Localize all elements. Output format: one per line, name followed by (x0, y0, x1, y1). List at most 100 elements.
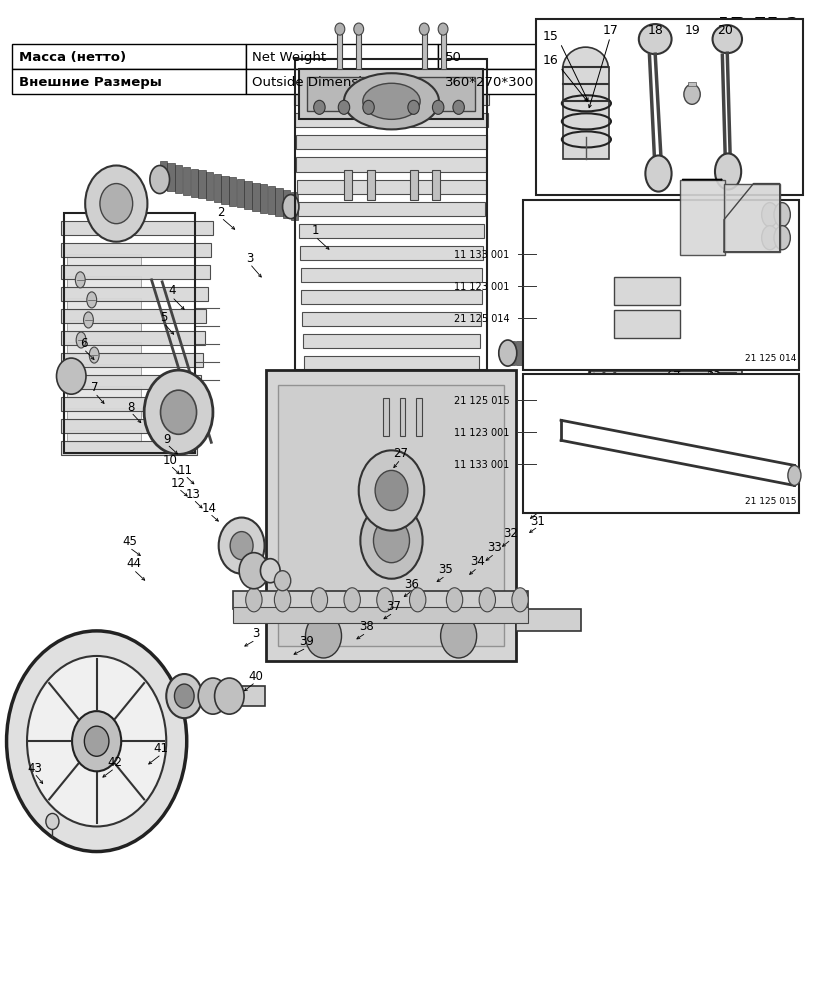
Ellipse shape (377, 588, 393, 612)
Ellipse shape (446, 588, 463, 612)
Bar (64, 213, 195, 454)
Ellipse shape (174, 684, 194, 708)
Ellipse shape (758, 387, 774, 419)
Ellipse shape (438, 24, 448, 36)
Bar (61, 376, 201, 390)
Text: Масса (нетто): Масса (нетто) (19, 51, 126, 64)
Ellipse shape (639, 25, 672, 55)
Ellipse shape (314, 101, 325, 115)
Ellipse shape (311, 588, 328, 612)
Text: 31: 31 (531, 515, 545, 527)
Bar (536, 20, 803, 195)
Bar (588, 460, 731, 474)
Bar (61, 288, 208, 302)
Bar (410, 170, 418, 200)
Text: 22: 22 (740, 381, 755, 393)
Ellipse shape (230, 532, 253, 560)
Bar (160, 162, 167, 190)
Ellipse shape (84, 726, 109, 757)
Bar (307, 78, 475, 112)
Ellipse shape (572, 433, 604, 473)
Ellipse shape (640, 224, 670, 261)
Text: 6: 6 (79, 337, 88, 349)
Text: 36: 36 (405, 578, 419, 590)
Ellipse shape (46, 814, 59, 830)
Bar (297, 180, 486, 194)
Ellipse shape (219, 518, 265, 574)
Bar (295, 60, 487, 371)
Ellipse shape (198, 678, 228, 714)
Bar (688, 83, 696, 87)
Bar (598, 337, 605, 361)
Bar (588, 482, 731, 496)
Ellipse shape (359, 451, 424, 531)
Ellipse shape (626, 206, 685, 279)
Text: 7: 7 (91, 381, 99, 393)
Text: 32: 32 (504, 527, 518, 539)
Bar (344, 170, 352, 200)
Text: 28: 28 (608, 435, 622, 447)
Bar (588, 372, 727, 386)
Text: 38: 38 (359, 620, 373, 632)
Text: 37: 37 (386, 600, 400, 612)
Text: 17: 17 (602, 24, 618, 36)
Bar (569, 70, 708, 95)
Bar (532, 341, 540, 365)
Ellipse shape (354, 24, 364, 36)
Bar (233, 591, 528, 609)
Text: 42: 42 (107, 756, 122, 768)
Text: 8: 8 (127, 401, 135, 413)
Bar (541, 340, 548, 364)
Text: 20: 20 (717, 24, 733, 36)
Text: 44: 44 (126, 557, 141, 569)
Bar (221, 176, 229, 204)
Text: 13: 13 (186, 488, 201, 500)
Bar (179, 686, 265, 706)
Bar (294, 92, 489, 106)
Bar (303, 335, 480, 349)
Text: Outside Dimensions: Outside Dimensions (252, 76, 386, 89)
Text: 3: 3 (246, 253, 254, 265)
Bar (680, 180, 725, 256)
Text: LB-75-2: LB-75-2 (717, 17, 799, 35)
Ellipse shape (713, 26, 742, 54)
Bar (569, 45, 708, 70)
Bar (61, 310, 206, 324)
Ellipse shape (441, 614, 477, 658)
Text: mm*mm*mm: mm*mm*mm (576, 76, 667, 89)
Bar (432, 170, 440, 200)
Ellipse shape (512, 588, 528, 612)
Ellipse shape (479, 588, 495, 612)
Text: 21 125 015: 21 125 015 (744, 496, 796, 505)
Bar (304, 357, 479, 371)
Bar (724, 184, 780, 253)
Ellipse shape (672, 408, 701, 458)
Ellipse shape (305, 614, 342, 658)
Bar (283, 190, 291, 218)
Text: 43: 43 (27, 762, 42, 774)
Bar (588, 350, 726, 364)
Ellipse shape (75, 273, 85, 289)
Text: 30: 30 (532, 499, 547, 511)
Bar (61, 354, 203, 368)
Bar (246, 45, 438, 70)
Bar (67, 277, 141, 289)
Text: 25: 25 (642, 377, 657, 389)
Bar (695, 419, 723, 429)
Bar (588, 438, 730, 452)
Bar (61, 398, 200, 412)
Bar (523, 200, 799, 371)
Ellipse shape (432, 101, 444, 115)
Text: 40: 40 (248, 669, 263, 681)
Ellipse shape (453, 101, 464, 115)
Text: 15: 15 (542, 30, 559, 42)
Text: 45: 45 (122, 535, 137, 547)
Text: 11: 11 (178, 464, 192, 476)
Text: Kg: Kg (576, 51, 593, 64)
Bar (191, 169, 198, 197)
Ellipse shape (161, 391, 197, 435)
Ellipse shape (215, 678, 244, 714)
Ellipse shape (373, 519, 410, 563)
Bar (299, 224, 484, 238)
Bar (268, 187, 275, 215)
